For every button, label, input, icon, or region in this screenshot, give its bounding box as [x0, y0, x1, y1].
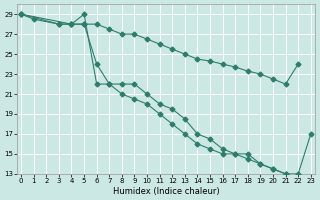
X-axis label: Humidex (Indice chaleur): Humidex (Indice chaleur): [113, 187, 219, 196]
